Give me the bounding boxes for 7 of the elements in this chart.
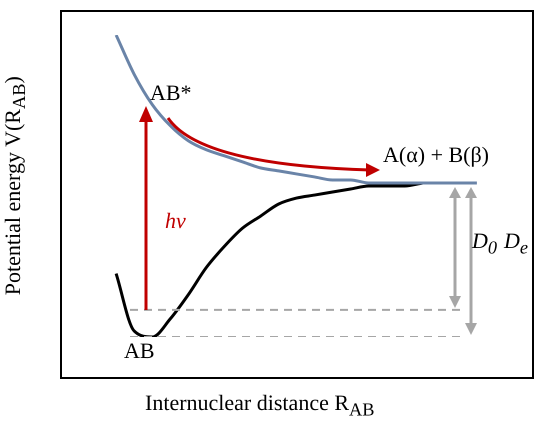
- x-axis-title: Internuclear distance R$_{AB}$: [145, 390, 374, 420]
- annotation: hv: [165, 208, 186, 234]
- annotation: D$_{0}$: [472, 228, 498, 258]
- annotation: A(α) + B(β): [383, 142, 489, 168]
- text: AB: [124, 338, 155, 364]
- annotation: D$_{e}$: [504, 228, 528, 258]
- annotation: AB*: [150, 80, 192, 106]
